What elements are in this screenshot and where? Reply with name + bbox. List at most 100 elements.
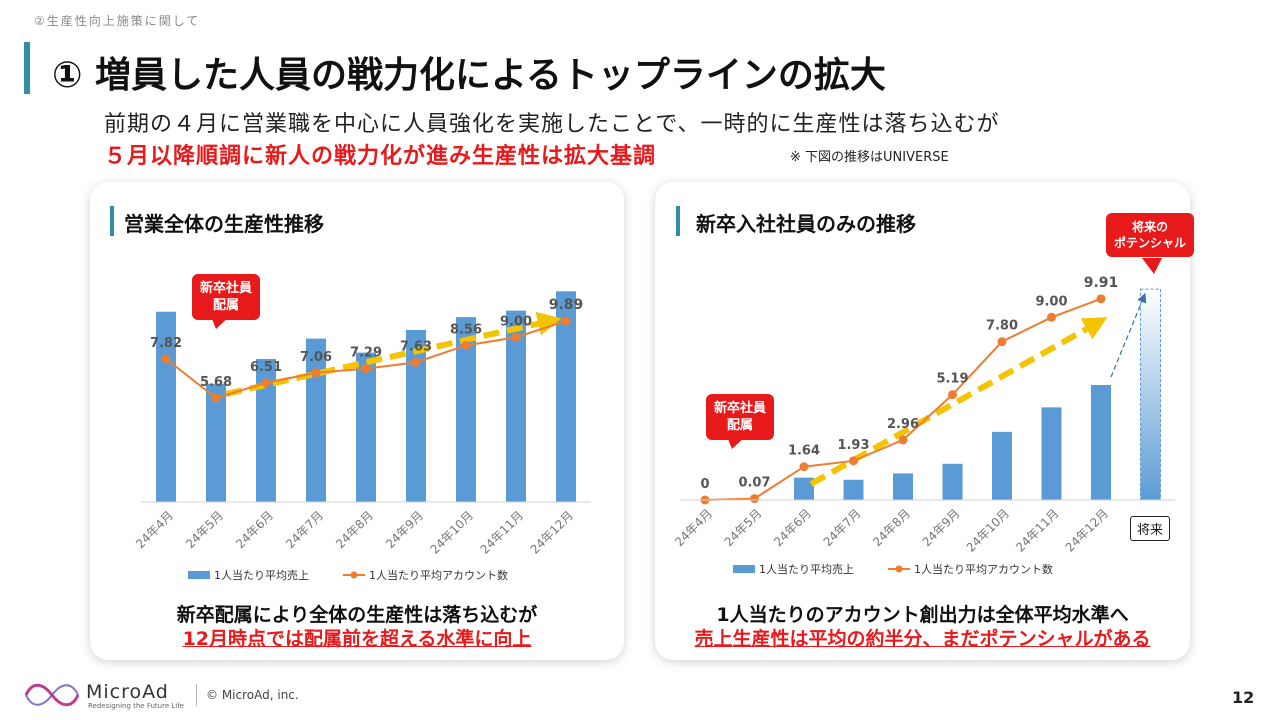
line-point-0 [161, 354, 171, 364]
data-label-8: 9.91 [1084, 275, 1119, 291]
lead-text-line2: ５月以降順調に新人の戦力化が進み生産性は拡大基調 [104, 144, 657, 169]
data-label-0: 0 [700, 477, 709, 492]
future-callout-line2: ポテンシャル [1114, 236, 1187, 250]
legend-bar-swatch [188, 571, 210, 579]
line-point-4 [361, 364, 371, 374]
bar-5 [942, 463, 963, 500]
legend-line-label: 1人当たり平均アカウント数 [914, 562, 1053, 576]
trend-arrow [809, 317, 1108, 487]
brand-name: MicroAd [86, 681, 169, 703]
title-accent-bar [24, 42, 30, 94]
right-panel-accent-bar [676, 206, 680, 236]
data-label-0: 7.82 [150, 336, 182, 351]
left-callout: 新卒社員 配属 [192, 274, 261, 320]
left-conclusion-line2: 12月時点では配属前を超える水準に向上 [182, 628, 532, 650]
microad-logo-icon [24, 683, 80, 707]
right-conclusion-line1: 1人当たりのアカウント創出力は全体平均水準へ [716, 604, 1129, 626]
page-title: ① 増員した人員の戦力化によるトップラインの拡大 [52, 55, 886, 96]
tick-label-2: 24年6月 [233, 508, 276, 551]
copyright: © MicroAd, inc. [206, 688, 299, 702]
tick-label-7: 24年11月 [1013, 506, 1061, 554]
left-conclusion-line1: 新卒配属により全体の生産性は落ち込むが [176, 604, 538, 626]
tick-label-0: 24年4月 [672, 506, 715, 549]
left-callout-pointer [210, 314, 232, 329]
data-label-2: 6.51 [250, 360, 282, 375]
future-trend-arrow [1110, 292, 1147, 378]
bar-4 [356, 352, 376, 502]
legend-line-marker [895, 565, 903, 573]
bar-5 [406, 330, 426, 502]
line-point-8 [561, 316, 571, 326]
line-point-1 [211, 393, 221, 403]
line-point-4 [898, 435, 908, 445]
bar-2 [256, 359, 276, 502]
trend-arrow [225, 311, 562, 397]
line-point-6 [461, 340, 471, 350]
tick-label-2: 24年6月 [771, 506, 814, 549]
left-panel-accent-bar [110, 206, 114, 236]
line-point-2 [261, 378, 271, 388]
future-potential-callout: 将来の ポテンシャル [1106, 213, 1195, 257]
left-panel-title: 営業全体の生産性推移 [124, 212, 324, 236]
bar-4 [893, 473, 913, 500]
right-callout-line1: 新卒社員 [714, 401, 767, 416]
data-label-7: 9.00 [500, 314, 532, 329]
left-chart: 7.82 5.68 6.51 7.06 7.29 7.63 8.56 9.00 9.89 24年4… [133, 291, 591, 582]
left-callout-line2: 配属 [213, 298, 240, 313]
section-label: ②生産性向上施策に関して [34, 14, 201, 28]
footer-divider [196, 684, 197, 706]
tick-label-8: 24年12月 [528, 508, 576, 556]
bar-3 [843, 479, 864, 500]
data-label-7: 9.00 [1035, 294, 1067, 309]
bar-6 [992, 431, 1012, 500]
line-point-5 [411, 357, 421, 367]
tick-label-6: 24年10月 [964, 506, 1012, 554]
tick-label-7: 24年11月 [478, 508, 526, 556]
legend-line-label: 1人当たり平均アカウント数 [369, 568, 508, 582]
data-label-3: 1.93 [837, 438, 869, 453]
line-point-2 [799, 462, 809, 472]
bar-3 [306, 338, 326, 502]
bar-0 [156, 311, 176, 502]
tick-label-5: 24年9月 [920, 506, 963, 549]
line-point-1 [750, 494, 759, 504]
tick-label-4: 24年8月 [333, 508, 376, 551]
bar-1 [206, 383, 226, 502]
data-label-2: 1.64 [788, 444, 820, 459]
bar-7 [1041, 407, 1062, 500]
data-label-5: 7.63 [400, 339, 432, 354]
data-label-3: 7.06 [300, 350, 332, 365]
line-point-7 [1047, 312, 1056, 322]
tick-label-5: 24年9月 [383, 508, 426, 551]
data-label-8: 9.89 [549, 297, 584, 313]
bar-8 [1091, 384, 1111, 500]
right-panel-title: 新卒入社社員のみの推移 [696, 212, 916, 236]
future-bar [1140, 288, 1161, 501]
line-point-3 [849, 456, 858, 466]
data-label-6: 7.80 [986, 319, 1018, 334]
data-label-1: 0.07 [738, 476, 770, 491]
page-number: 12 [1232, 688, 1255, 707]
tick-label-3: 24年7月 [821, 506, 864, 549]
data-label-5: 5.19 [936, 372, 968, 387]
data-label-6: 8.56 [450, 322, 482, 337]
tick-label-8: 24年12月 [1063, 506, 1111, 554]
future-category-label: 将来 [1130, 516, 1171, 541]
tick-label-0: 24年4月 [133, 508, 176, 551]
left-callout-line1: 新卒社員 [200, 281, 253, 296]
line-point-7 [511, 332, 521, 342]
tick-label-1: 24年5月 [183, 508, 226, 551]
tick-label-6: 24年10月 [428, 508, 476, 556]
legend-bar-label: 1人当たり平均売上 [759, 562, 854, 576]
right-callout-line2: 配属 [727, 418, 754, 433]
future-callout-pointer [1142, 258, 1162, 274]
data-label-1: 5.68 [200, 375, 232, 390]
tick-label-1: 24年5月 [722, 506, 765, 549]
future-callout-line1: 将来の [1132, 220, 1169, 234]
line-point-5 [948, 390, 957, 400]
right-callout-pointer [726, 434, 748, 449]
tick-label-4: 24年8月 [870, 506, 913, 549]
lead-text-line1: 前期の４月に営業職を中心に人員強化を実施したことで、一時的に生産性は落ち込むが [104, 112, 1000, 137]
bar-2 [794, 477, 814, 500]
